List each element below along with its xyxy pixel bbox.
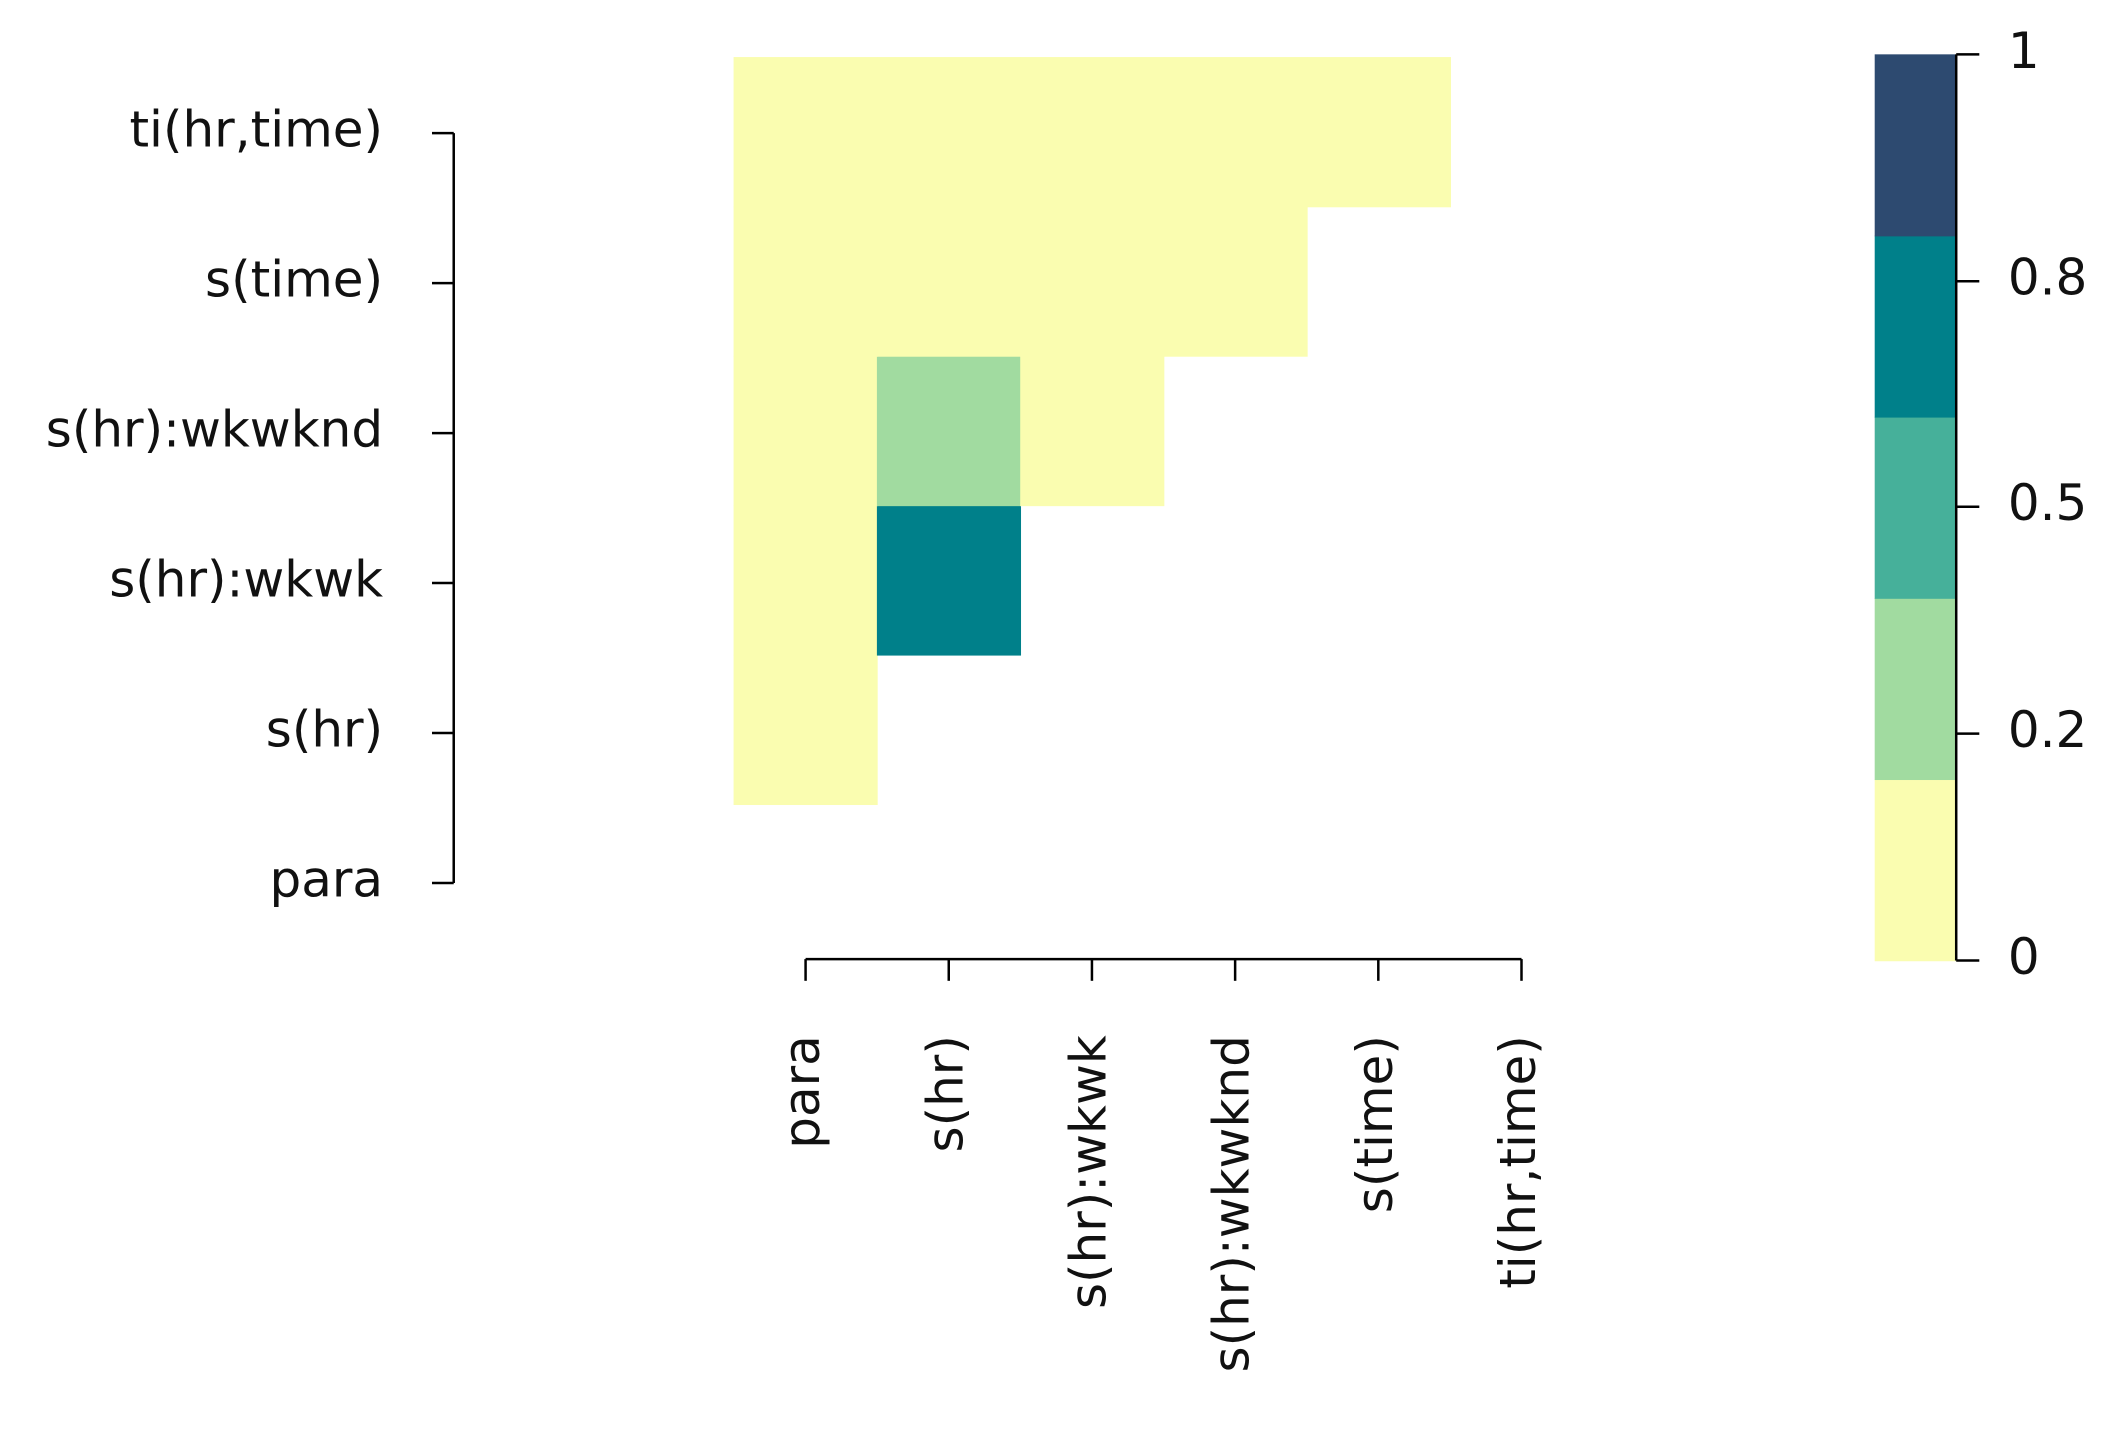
colorbar-tick-label-1: 1 bbox=[2008, 22, 2040, 80]
heatmap-cell-s-hr-ti-hr-time bbox=[876, 57, 1022, 208]
y-tick-label-s-time: s(time) bbox=[205, 251, 383, 309]
heatmap-cell-s-hr-wkwk-ti-hr-time bbox=[1020, 57, 1165, 208]
heatmap-cell-s-hr-wkwknd-s-time bbox=[1163, 206, 1308, 357]
x-tick-label-s-hr: s(hr) bbox=[916, 1035, 974, 1152]
x-tick-label-s-hr-wkwk: s(hr):wkwk bbox=[1059, 1035, 1117, 1309]
colorbar-tick-label-0: 0 bbox=[2008, 928, 2040, 986]
colorbar-tick-label-0-8: 0.8 bbox=[2008, 249, 2088, 307]
colorbar: 0 0.2 0.5 0.8 1 bbox=[1874, 22, 2088, 986]
colorbar-bin-4 bbox=[1874, 235, 1957, 418]
x-tick-label-ti-hr-time: ti(hr,time) bbox=[1489, 1035, 1547, 1289]
heatmap-cell-s-hr-s-hr-wkwk bbox=[876, 505, 1022, 656]
y-tick-label-s-hr: s(hr) bbox=[266, 701, 383, 759]
heatmap-cell-para-s-hr-wkwknd bbox=[733, 355, 878, 507]
y-tick-label-s-hr-wkwknd: s(hr):wkwknd bbox=[46, 401, 383, 459]
y-tick-label-ti-hr-time: ti(hr,time) bbox=[129, 101, 383, 159]
heatmap-cells bbox=[733, 57, 1451, 806]
colorbar-bin-5 bbox=[1874, 54, 1957, 237]
colorbar-bin-3 bbox=[1874, 416, 1957, 599]
y-tick-label-para: para bbox=[270, 851, 384, 909]
colorbar-tick-label-0-5: 0.5 bbox=[2008, 474, 2088, 532]
y-tick-label-s-hr-wkwk: s(hr):wkwk bbox=[109, 551, 383, 609]
heatmap-cell-s-time-ti-hr-time bbox=[1306, 57, 1451, 208]
x-tick-label-para: para bbox=[773, 1035, 831, 1149]
heatmap-cell-s-hr-wkwknd-ti-hr-time bbox=[1163, 57, 1308, 208]
heatmap-cell-s-hr-s-time bbox=[876, 206, 1022, 357]
heatmap-cell-s-hr-s-hr-wkwknd bbox=[876, 355, 1022, 507]
y-axis: para s(hr) s(hr):wkwk s(hr):wkwknd s(time) ti… bbox=[46, 101, 455, 909]
heatmap-cell-para-s-hr bbox=[733, 654, 878, 806]
heatmap-cell-para-s-time bbox=[733, 206, 878, 357]
heatmap-cell-s-hr-wkwk-s-hr-wkwknd bbox=[1020, 355, 1165, 507]
x-axis: para s(hr) s(hr):wkwk s(hr):wkwknd s(time) ti… bbox=[773, 957, 1547, 1372]
colorbar-tick-label-0-2: 0.2 bbox=[2008, 701, 2088, 759]
heatmap-cell-para-ti-hr-time bbox=[733, 57, 878, 208]
heatmap-cell-para-s-hr-wkwk bbox=[733, 505, 878, 656]
x-tick-label-s-time: s(time) bbox=[1346, 1035, 1404, 1213]
colorbar-bin-1 bbox=[1874, 779, 1957, 962]
colorbar-bin-2 bbox=[1874, 598, 1957, 781]
x-tick-label-s-hr-wkwknd: s(hr):wkwknd bbox=[1203, 1035, 1261, 1372]
heatmap-cell-s-hr-wkwk-s-time bbox=[1020, 206, 1165, 357]
